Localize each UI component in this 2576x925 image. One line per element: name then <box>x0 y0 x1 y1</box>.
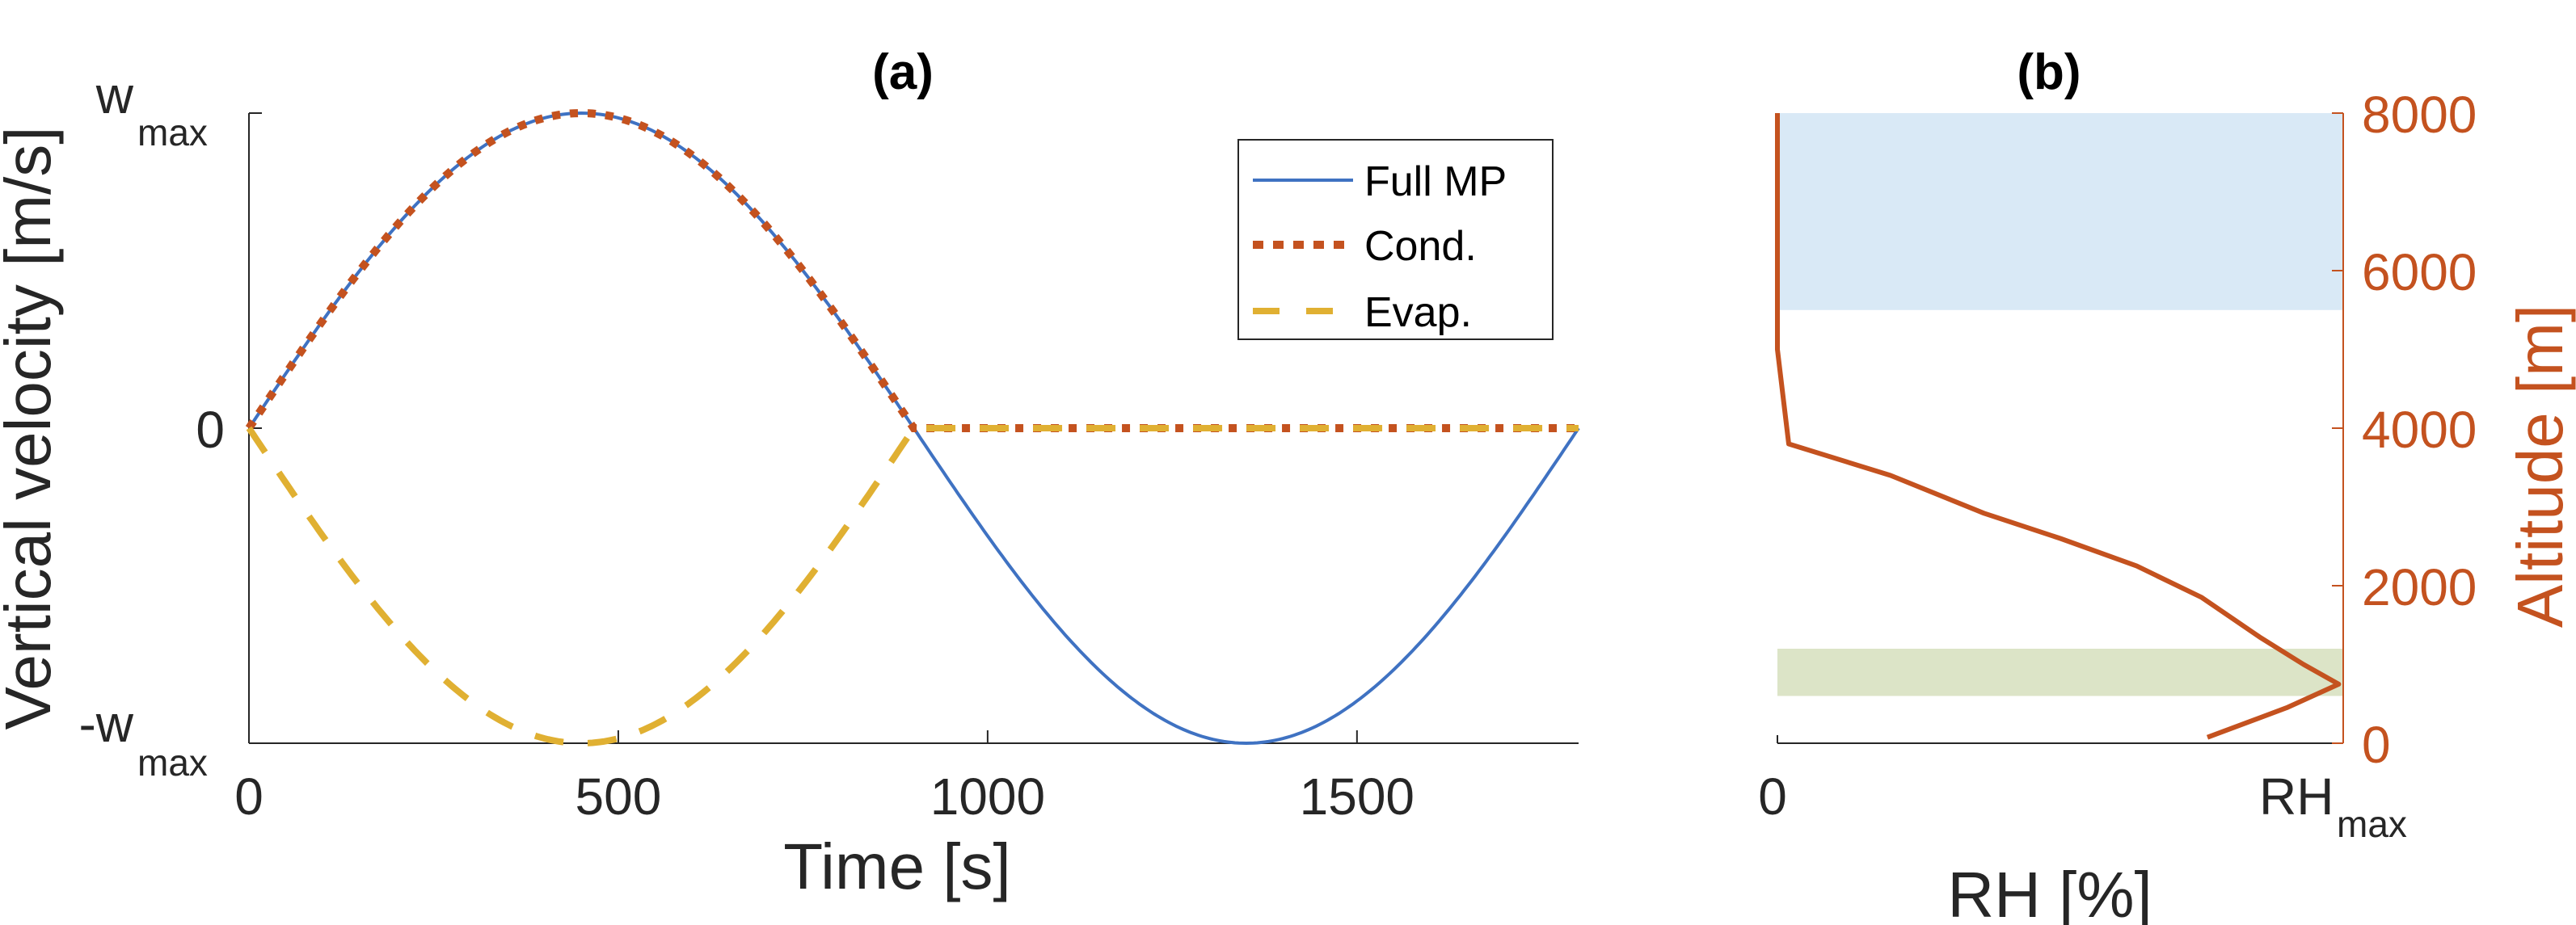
series-line-evap <box>246 425 1579 747</box>
y-tick-subscript: max <box>137 111 208 153</box>
panel-b-title: (b) <box>2017 44 2081 100</box>
x-tick-label: 0 <box>1758 767 1787 826</box>
y-tick-label: 0 <box>196 401 225 459</box>
y-tick-label: 2000 <box>2362 558 2477 616</box>
rh-profile-line <box>1775 113 2342 740</box>
legend-label: Cond. <box>1364 223 1477 270</box>
panel-b-ylabel: Altitude [m] <box>2504 305 2576 628</box>
legend-box <box>1237 139 1554 340</box>
y-tick-label: 6000 <box>2362 243 2477 301</box>
y-tick-label: -w <box>78 695 133 753</box>
panel-a-xlabel: Time [s] <box>783 830 1010 902</box>
x-tick-label: 1000 <box>930 767 1045 826</box>
legend-label: Evap. <box>1364 289 1472 336</box>
x-tick-label: RH <box>2259 767 2334 826</box>
y-tick-label: 4000 <box>2362 401 2477 459</box>
y-tick-label: w <box>95 66 134 124</box>
shaded-band <box>1777 113 2343 310</box>
panel-b-xlabel: RH [%] <box>1947 859 2152 925</box>
y-tick-label: 0 <box>2362 716 2391 774</box>
legend-label: Full MP <box>1364 158 1507 205</box>
y-tick-label: 8000 <box>2362 86 2477 144</box>
shaded-band <box>1777 649 2343 696</box>
x-tick-label: 500 <box>575 767 662 826</box>
legend: Full MP Cond. Evap. <box>1237 139 1554 340</box>
panel-b: (b) 0 2000 4000 6000 8000 0 RH max RH [%] Altit… <box>1758 44 2576 925</box>
x-tick-label: 1500 <box>1300 767 1414 826</box>
panel-a-title: (a) <box>872 44 934 100</box>
panel-a-ylabel: Vertical velocity [m/s] <box>0 127 64 730</box>
x-tick-label: 0 <box>234 767 264 826</box>
y-tick-subscript: max <box>137 742 208 784</box>
x-tick-subscript: max <box>2337 803 2407 845</box>
